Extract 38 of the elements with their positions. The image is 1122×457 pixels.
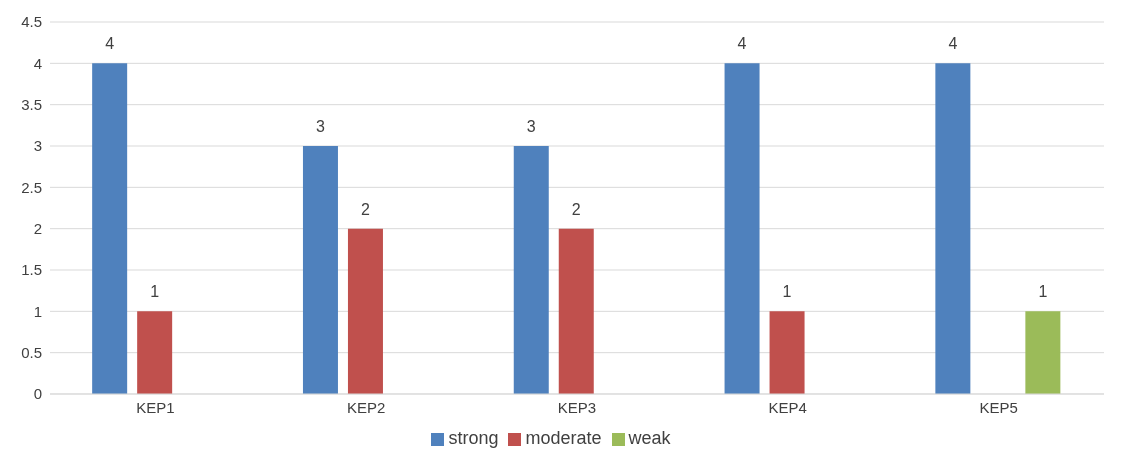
bar (137, 311, 173, 394)
bar (724, 63, 760, 394)
legend-label: moderate (525, 428, 602, 448)
y-tick-label: 3.5 (21, 95, 42, 113)
data-label: 4 (737, 35, 747, 53)
y-tick-label: 0 (33, 385, 42, 403)
bar (513, 146, 549, 394)
y-tick-label: 3 (33, 137, 42, 155)
y-tick-label: 4.5 (21, 13, 42, 31)
y-tick-label: 1 (33, 302, 42, 320)
y-tick-label: 2.5 (21, 178, 42, 196)
bar (302, 146, 338, 394)
data-label: 1 (782, 283, 792, 301)
x-tick-label: KEP3 (557, 398, 597, 416)
data-label: 3 (526, 118, 536, 135)
bar (935, 63, 971, 394)
data-label: 3 (316, 118, 326, 135)
x-tick-label: KEP5 (979, 398, 1018, 416)
y-tick-label: 0.5 (21, 343, 42, 361)
bar (1025, 311, 1061, 394)
bar (347, 228, 383, 394)
bar (558, 228, 594, 394)
bar (92, 63, 128, 394)
x-tick-label: KEP2 (347, 398, 386, 416)
legend-label: weak (628, 428, 671, 448)
data-label: 4 (948, 35, 958, 53)
x-tick-label: KEP4 (768, 398, 807, 416)
data-label: 1 (150, 283, 160, 301)
legend-label: strong (448, 428, 499, 448)
y-tick-label: 4 (33, 54, 42, 72)
data-label: 4 (105, 35, 115, 53)
y-tick-label: 1.5 (21, 261, 42, 279)
data-label: 2 (361, 200, 371, 218)
data-label: 2 (571, 200, 581, 218)
y-tick-label: 2 (33, 219, 42, 237)
data-label: 1 (1038, 283, 1048, 301)
bar (769, 311, 805, 394)
x-tick-label: KEP1 (136, 398, 175, 416)
